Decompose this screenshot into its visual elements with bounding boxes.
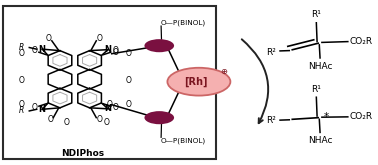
Text: O: O <box>18 76 24 84</box>
Text: O: O <box>125 49 132 58</box>
Text: N: N <box>104 104 112 113</box>
Text: N: N <box>104 45 112 54</box>
Text: R¹: R¹ <box>311 84 321 94</box>
Text: NHAc: NHAc <box>308 62 332 71</box>
Text: R: R <box>19 106 24 115</box>
Text: O: O <box>64 118 70 127</box>
Text: CO₂R: CO₂R <box>350 112 373 121</box>
Text: [Rh]: [Rh] <box>184 77 208 87</box>
Text: O—P(BINOL): O—P(BINOL) <box>161 137 206 144</box>
Text: *: * <box>324 112 329 122</box>
Text: R²: R² <box>266 116 276 125</box>
Text: O: O <box>125 76 132 84</box>
Circle shape <box>167 68 230 96</box>
Text: O: O <box>113 48 118 57</box>
Text: O: O <box>46 34 52 43</box>
Text: R²: R² <box>266 48 276 57</box>
Text: O: O <box>18 100 24 109</box>
Circle shape <box>144 39 174 52</box>
Text: O: O <box>18 49 24 58</box>
Text: O: O <box>96 34 102 43</box>
Text: NDIPhos: NDIPhos <box>60 149 104 158</box>
Circle shape <box>144 111 174 124</box>
Text: O: O <box>96 115 102 124</box>
Text: O—P(BINOL): O—P(BINOL) <box>161 19 206 26</box>
Text: O: O <box>107 100 113 109</box>
Text: ⊕: ⊕ <box>220 67 227 76</box>
Text: O: O <box>47 115 53 124</box>
Text: O: O <box>31 46 37 55</box>
Text: R: R <box>19 43 24 52</box>
Text: N: N <box>39 45 46 54</box>
Text: R¹: R¹ <box>311 10 321 19</box>
Text: O: O <box>112 46 118 55</box>
Text: O: O <box>103 118 109 127</box>
Text: CO₂R: CO₂R <box>350 37 373 46</box>
FancyBboxPatch shape <box>3 6 215 159</box>
Text: O: O <box>125 100 132 109</box>
Text: O: O <box>31 103 37 112</box>
Text: NHAc: NHAc <box>308 136 332 145</box>
Text: N: N <box>39 105 46 114</box>
Text: O: O <box>112 103 118 112</box>
